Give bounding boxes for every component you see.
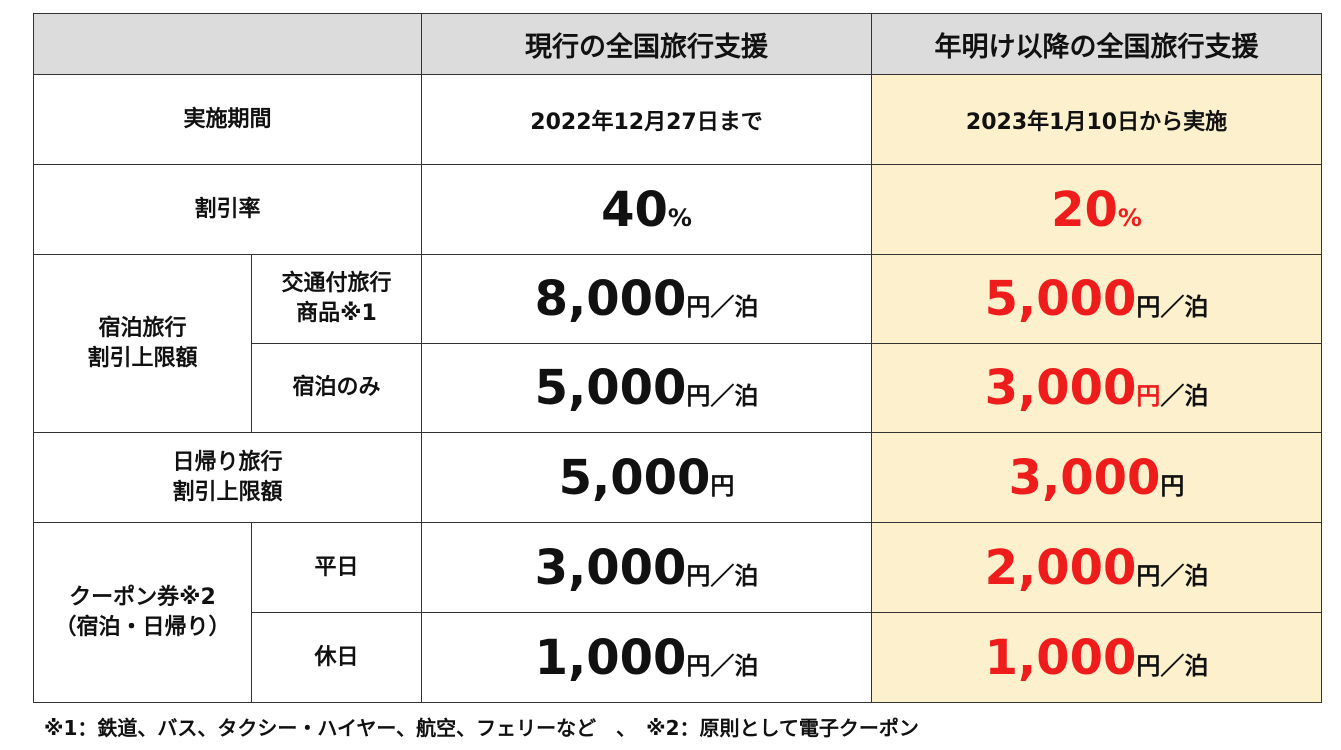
header-row: 現行の全国旅行支援 年明け以降の全国旅行支援 (33, 13, 1322, 75)
yen-unit: 円 (686, 651, 711, 680)
yen-unit: 円 (710, 471, 735, 500)
lodging-transport-new: 5,000円／泊 (871, 254, 1322, 344)
lodging-stay-new: 3,000円／泊 (871, 343, 1322, 433)
amount: 3,000 (984, 360, 1137, 416)
yen-unit: 円 (1160, 471, 1185, 500)
daytrip-label: 日帰り旅行 割引上限額 (33, 432, 422, 523)
lodging-stay-sublabel: 宿泊のみ (251, 343, 422, 433)
coupon-holiday-current: 1,000円／泊 (421, 612, 872, 703)
amount: 1,000 (534, 629, 687, 686)
rate-new-value: 20 (1051, 181, 1118, 238)
period-row: 実施期間 2022年12月27日まで 2023年1月10日から実施 (33, 74, 1322, 165)
lodging-transport-sublabel-line2: 商品※1 (296, 301, 377, 326)
rate-current: 40% (421, 164, 872, 255)
yen-unit: 円 (1136, 293, 1161, 321)
coupon-label-line1: クーポン券※2 (69, 584, 216, 610)
amount: 2,000 (984, 539, 1137, 596)
period-label: 実施期間 (33, 74, 422, 165)
lodging-transport-sublabel-line1: 交通付旅行 (281, 271, 392, 297)
daytrip-label-line1: 日帰り旅行 (172, 449, 283, 475)
coupon-weekday-sublabel: 平日 (251, 522, 422, 613)
header-blank-cell (33, 13, 422, 75)
yen-unit: 円 (1136, 561, 1161, 590)
coupon-label: クーポン券※2 （宿泊・日帰り） (33, 522, 252, 703)
yen-unit: 円 (686, 293, 711, 321)
daytrip-row: 日帰り旅行 割引上限額 5,000円 3,000円 (33, 432, 1322, 523)
period-new: 2023年1月10日から実施 (871, 74, 1322, 165)
per-night-unit: ／泊 (1160, 651, 1209, 680)
rate-current-unit: % (667, 203, 692, 232)
amount: 5,000 (558, 449, 711, 506)
yen-unit: 円 (686, 382, 711, 410)
coupon-weekday-new: 2,000円／泊 (871, 522, 1322, 613)
rate-current-value: 40 (601, 181, 668, 238)
per-night-unit: ／泊 (710, 382, 759, 410)
coupon-weekday-row: クーポン券※2 （宿泊・日帰り） 平日 3,000円／泊 2,000円／泊 (33, 522, 1322, 703)
per-night-unit: ／泊 (1160, 561, 1209, 590)
period-current: 2022年12月27日まで (421, 74, 872, 165)
daytrip-label-line2: 割引上限額 (172, 479, 283, 505)
yen-unit: 円 (1136, 382, 1161, 410)
yen-unit: 円 (1136, 651, 1161, 680)
amount: 3,000 (534, 539, 687, 596)
coupon-weekday-current: 3,000円／泊 (421, 522, 872, 613)
lodging-stay-current: 5,000円／泊 (421, 343, 872, 433)
lodging-transport-row: 宿泊旅行 割引上限額 交通付旅行 商品※1 8,000円／泊 5,000円／泊 (33, 254, 1322, 433)
per-night-unit: ／泊 (710, 293, 759, 321)
comparison-table: 現行の全国旅行支援 年明け以降の全国旅行支援 実施期間 2022年12月27日ま… (33, 13, 1322, 703)
lodging-label-line1: 宿泊旅行 (98, 315, 187, 341)
amount: 5,000 (984, 271, 1137, 327)
lodging-label-line2: 割引上限額 (87, 345, 198, 371)
rate-new-unit: % (1117, 203, 1142, 232)
coupon-holiday-row: 休日 1,000円／泊 1,000円／泊 (34, 612, 1322, 703)
footnote: ※1：鉄道、バス、タクシー・ハイヤー、航空、フェリーなど 、 ※2：原則として電… (44, 716, 919, 740)
lodging-label: 宿泊旅行 割引上限額 (33, 254, 252, 433)
rate-label: 割引率 (33, 164, 422, 255)
amount: 8,000 (534, 271, 687, 327)
daytrip-current: 5,000円 (421, 432, 872, 523)
daytrip-new: 3,000円 (871, 432, 1322, 523)
coupon-holiday-new: 1,000円／泊 (871, 612, 1322, 703)
per-night-unit: ／泊 (710, 651, 759, 680)
rate-new: 20% (871, 164, 1322, 255)
amount: 5,000 (534, 360, 687, 416)
per-night-unit: ／泊 (1160, 382, 1209, 410)
lodging-transport-sublabel: 交通付旅行 商品※1 (251, 254, 422, 344)
yen-unit: 円 (686, 561, 711, 590)
lodging-transport-current: 8,000円／泊 (421, 254, 872, 344)
rate-row: 割引率 40% 20% (33, 164, 1322, 255)
per-night-unit: ／泊 (710, 561, 759, 590)
header-new: 年明け以降の全国旅行支援 (871, 13, 1322, 75)
per-night-unit: ／泊 (1160, 293, 1209, 321)
amount: 1,000 (984, 629, 1137, 686)
amount: 3,000 (1008, 449, 1161, 506)
header-current: 現行の全国旅行支援 (421, 13, 872, 75)
coupon-label-line2: （宿泊・日帰り） (54, 614, 231, 640)
coupon-holiday-sublabel: 休日 (251, 612, 422, 703)
lodging-stay-row: 宿泊のみ 5,000円／泊 3,000円／泊 (34, 343, 1322, 433)
